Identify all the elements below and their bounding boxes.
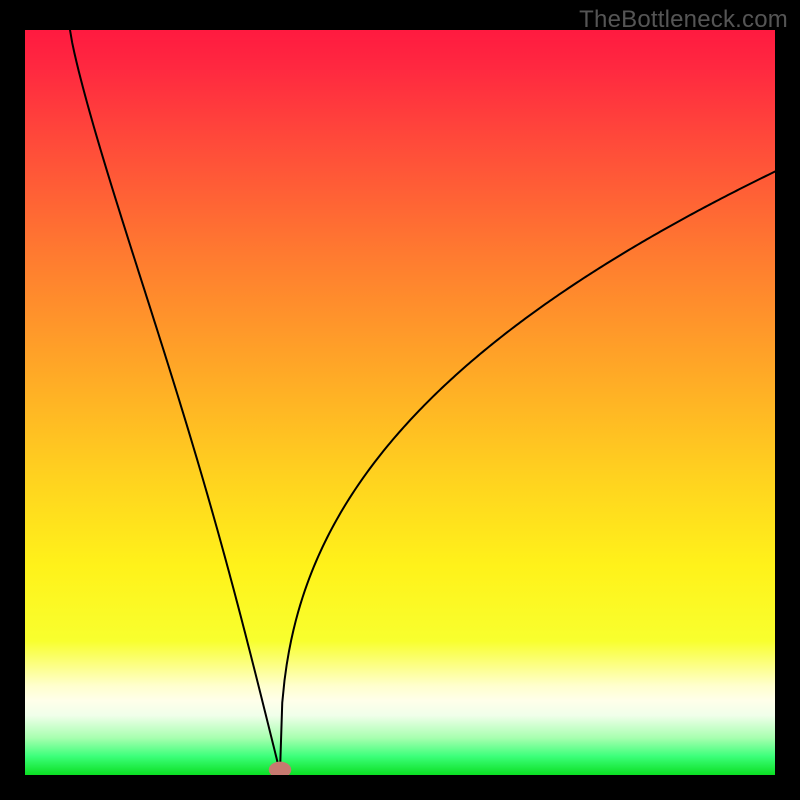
chart-background <box>25 30 775 775</box>
chart-area <box>25 30 775 775</box>
outer-frame: TheBottleneck.com <box>0 0 800 800</box>
bottleneck-curve-chart <box>25 30 775 775</box>
watermark-text: TheBottleneck.com <box>579 6 788 34</box>
